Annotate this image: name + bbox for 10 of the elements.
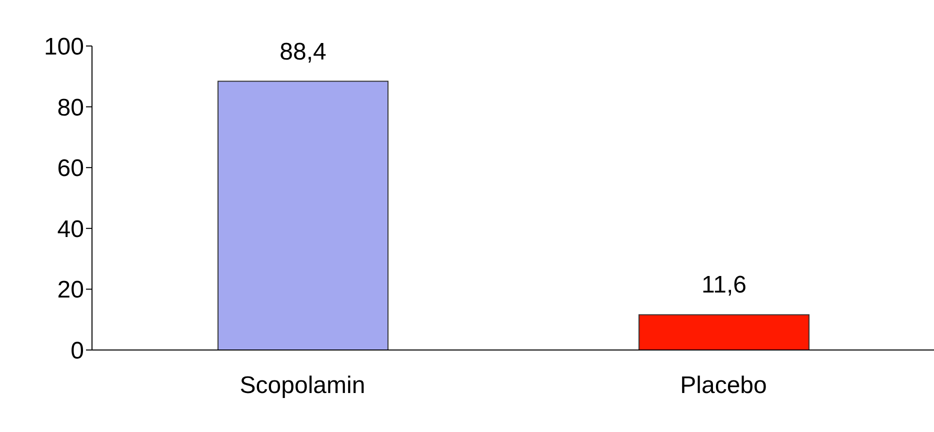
data-label: 11,6 (702, 272, 746, 299)
y-tick-label: 80 (57, 94, 84, 122)
y-tick-label: 0 (70, 338, 84, 365)
y-tick-label: 20 (57, 276, 84, 304)
x-tick-label: Placebo (680, 372, 767, 400)
y-tick-label: 60 (57, 155, 84, 182)
y-tick-label: 100 (44, 34, 84, 61)
y-tick-label: 40 (57, 216, 84, 243)
data-label: 88,4 (280, 38, 326, 66)
x-tick-label: Scopolamin (240, 372, 366, 400)
